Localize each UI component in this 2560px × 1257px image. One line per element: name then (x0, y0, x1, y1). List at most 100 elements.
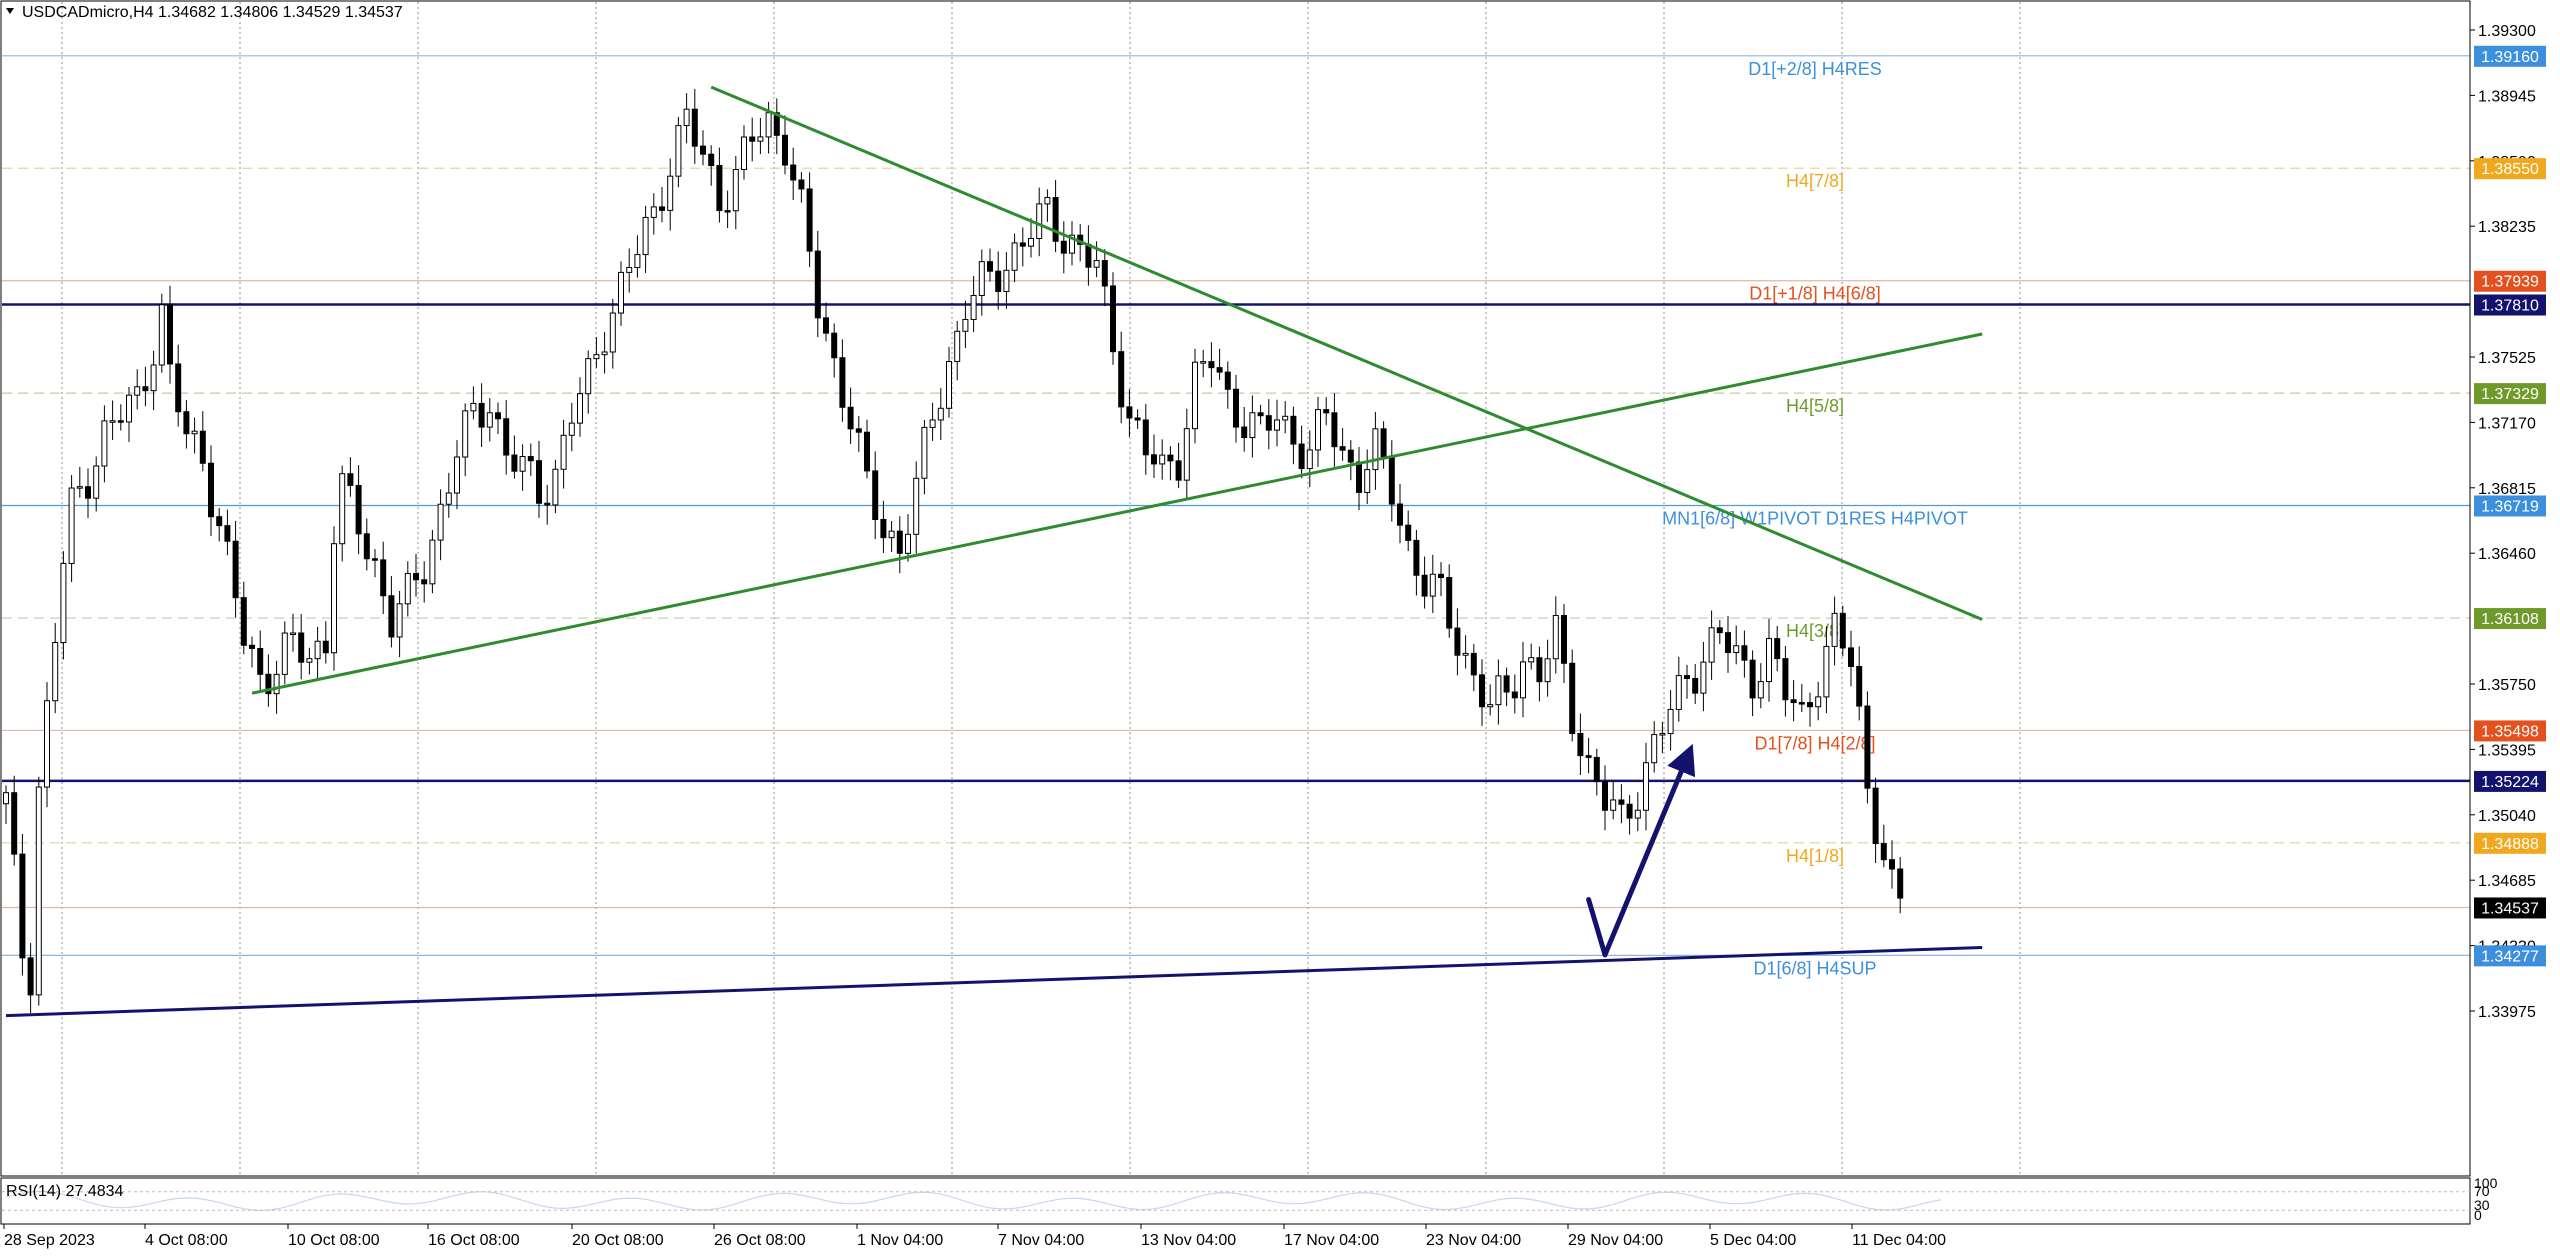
candle[interactable] (1651, 721, 1658, 773)
candle[interactable] (921, 419, 928, 495)
candle[interactable] (806, 172, 813, 268)
candle[interactable] (1142, 403, 1149, 475)
candle[interactable] (1446, 564, 1453, 638)
candle[interactable] (1331, 393, 1338, 467)
candle[interactable] (716, 147, 723, 223)
candle[interactable] (913, 461, 920, 554)
candle[interactable] (1151, 434, 1157, 478)
candle[interactable] (454, 440, 460, 510)
candle[interactable] (208, 445, 214, 537)
candle[interactable] (601, 331, 608, 374)
candle[interactable] (1216, 348, 1223, 380)
candle[interactable] (1208, 342, 1215, 388)
candle[interactable] (1249, 395, 1256, 458)
candle[interactable] (117, 404, 124, 431)
candle[interactable] (1823, 626, 1830, 713)
candle[interactable] (1544, 639, 1551, 697)
candle[interactable] (757, 117, 764, 155)
candle[interactable] (1175, 442, 1182, 489)
candle[interactable] (937, 388, 944, 441)
candle[interactable] (1880, 824, 1887, 868)
candle[interactable] (1716, 619, 1723, 644)
candle[interactable] (1134, 409, 1141, 429)
candle[interactable] (667, 158, 674, 231)
candle[interactable] (675, 116, 682, 188)
candle[interactable] (1003, 252, 1010, 309)
candle[interactable] (101, 405, 108, 483)
candle[interactable] (1839, 605, 1846, 657)
candle[interactable] (429, 529, 436, 594)
candle[interactable] (519, 444, 526, 491)
candle[interactable] (1044, 189, 1051, 222)
candle[interactable] (1536, 646, 1543, 702)
candle[interactable] (158, 293, 165, 373)
candle[interactable] (954, 320, 961, 381)
candle[interactable] (1602, 765, 1608, 831)
candle[interactable] (1774, 625, 1781, 672)
candle[interactable] (1429, 554, 1436, 614)
candle[interactable] (1815, 681, 1822, 721)
candle[interactable] (773, 98, 780, 155)
candle[interactable] (1520, 641, 1526, 718)
candle[interactable] (1274, 399, 1280, 447)
candle[interactable] (536, 440, 542, 518)
candle[interactable] (1766, 618, 1772, 702)
candle[interactable] (1618, 784, 1625, 824)
candle[interactable] (175, 344, 182, 427)
candle[interactable] (232, 520, 239, 618)
candle[interactable] (683, 93, 690, 144)
candle[interactable] (691, 88, 698, 164)
candle[interactable] (1339, 428, 1346, 461)
candle[interactable] (790, 147, 797, 201)
candle[interactable] (1372, 411, 1379, 490)
candle[interactable] (1495, 659, 1502, 725)
candle[interactable] (864, 419, 870, 479)
candle[interactable] (478, 383, 485, 447)
candle[interactable] (962, 300, 969, 349)
candle[interactable] (1052, 180, 1059, 253)
candle[interactable] (1347, 440, 1354, 481)
candle[interactable] (1241, 406, 1248, 452)
candle[interactable] (741, 125, 747, 180)
candle[interactable] (1659, 721, 1666, 754)
candle[interactable] (1569, 649, 1576, 742)
candle[interactable] (700, 130, 706, 166)
candle[interactable] (1036, 187, 1043, 257)
candle[interactable] (1290, 406, 1297, 465)
candle[interactable] (290, 613, 296, 652)
candle[interactable] (1593, 748, 1600, 796)
candle[interactable] (224, 509, 231, 556)
candle[interactable] (1503, 667, 1510, 707)
candle[interactable] (1626, 795, 1633, 835)
candle[interactable] (167, 285, 173, 384)
candle[interactable] (298, 614, 305, 680)
candle[interactable] (1610, 779, 1617, 820)
candle[interactable] (708, 145, 715, 186)
candle[interactable] (1872, 777, 1879, 864)
candle[interactable] (1462, 635, 1469, 669)
candle[interactable] (872, 451, 879, 540)
candle[interactable] (798, 172, 805, 203)
candle[interactable] (503, 400, 510, 475)
candle[interactable] (199, 411, 206, 472)
candle[interactable] (216, 507, 223, 542)
candle[interactable] (1831, 596, 1838, 666)
candle[interactable] (634, 235, 641, 278)
candle[interactable] (1315, 396, 1321, 467)
candle[interactable] (413, 553, 419, 597)
candle[interactable] (1167, 446, 1174, 481)
candle[interactable] (1364, 449, 1371, 504)
candle[interactable] (839, 339, 846, 422)
candle[interactable] (35, 776, 42, 1006)
candle[interactable] (191, 417, 198, 454)
candle[interactable] (659, 186, 665, 223)
trendline[interactable] (5, 945, 1983, 1018)
candle[interactable] (577, 377, 583, 437)
candle[interactable] (1011, 233, 1018, 283)
candle[interactable] (11, 775, 18, 866)
candle[interactable] (650, 193, 657, 235)
candle[interactable] (44, 682, 50, 808)
